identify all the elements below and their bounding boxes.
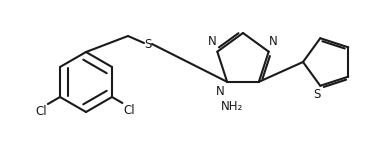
Text: S: S (144, 38, 152, 51)
Text: NH₂: NH₂ (221, 100, 243, 113)
Text: N: N (269, 35, 278, 48)
Text: Cl: Cl (123, 104, 135, 117)
Text: S: S (314, 88, 321, 101)
Text: N: N (215, 85, 224, 98)
Text: N: N (208, 35, 217, 48)
Text: Cl: Cl (35, 105, 47, 118)
